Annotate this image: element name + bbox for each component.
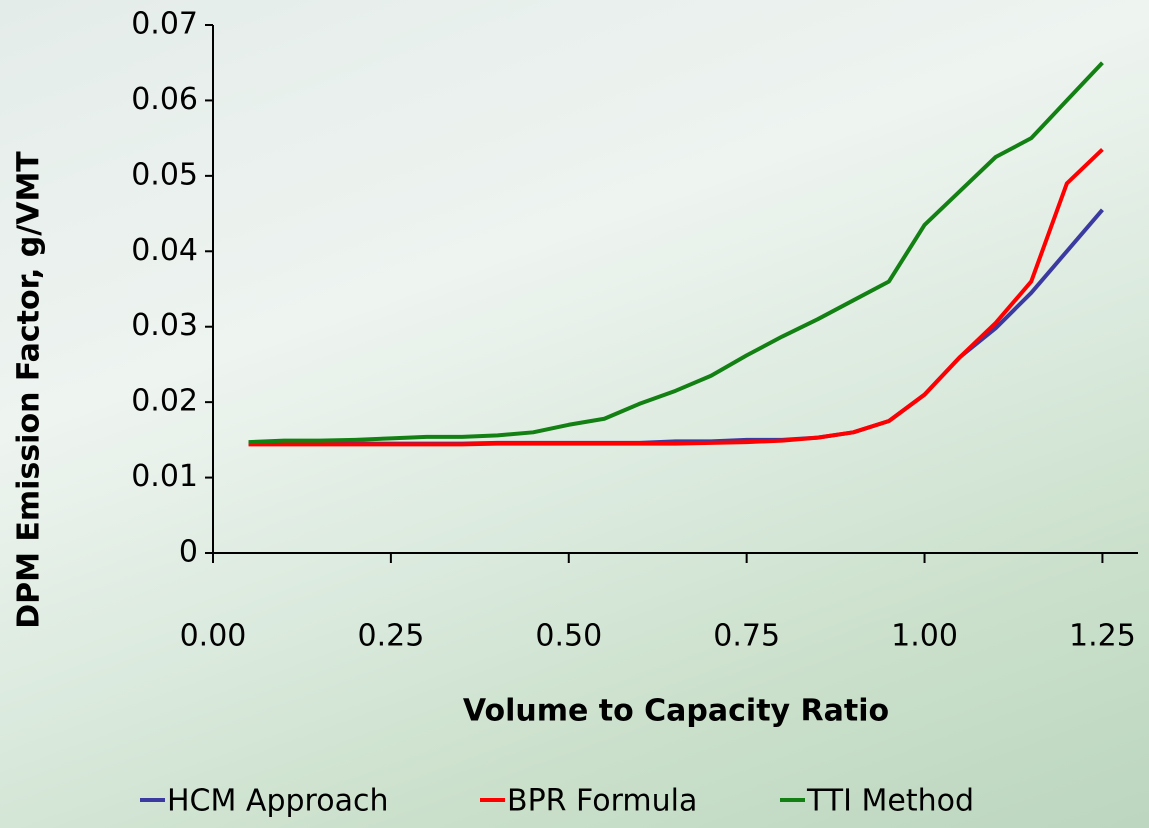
x-tick-label: 1.00 (891, 619, 958, 654)
x-tick-label: 1.25 (1069, 619, 1136, 654)
chart: Volume to Capacity Ratio DPM Emission Fa… (0, 0, 1149, 828)
x-tick-label: 0.25 (357, 619, 424, 654)
x-tick-label: 0.75 (713, 619, 780, 654)
y-tick-label: 0.01 (131, 459, 198, 494)
y-axis-title: DPM Emission Factor, g/VMT (12, 151, 47, 629)
y-tick-label: 0.02 (131, 384, 198, 419)
x-tick-label: 0.00 (180, 619, 247, 654)
slide: Volume to Capacity Ratio DPM Emission Fa… (0, 0, 1149, 828)
x-tick-label: 0.50 (535, 619, 602, 654)
legend-label: HCM Approach (167, 784, 388, 819)
y-tick-label: 0 (179, 535, 198, 570)
y-tick-label: 0.03 (131, 308, 198, 343)
y-tick-label: 0.04 (131, 233, 198, 268)
y-tick-label: 0.07 (131, 7, 198, 42)
series-line (249, 63, 1103, 442)
series-line (249, 149, 1103, 444)
series-line (249, 210, 1103, 444)
x-axis-title: Volume to Capacity Ratio (463, 694, 889, 729)
y-tick-label: 0.05 (131, 157, 198, 192)
legend-label: TTI Method (806, 784, 974, 819)
legend-label: BPR Formula (507, 784, 697, 819)
y-tick-label: 0.06 (131, 82, 198, 117)
